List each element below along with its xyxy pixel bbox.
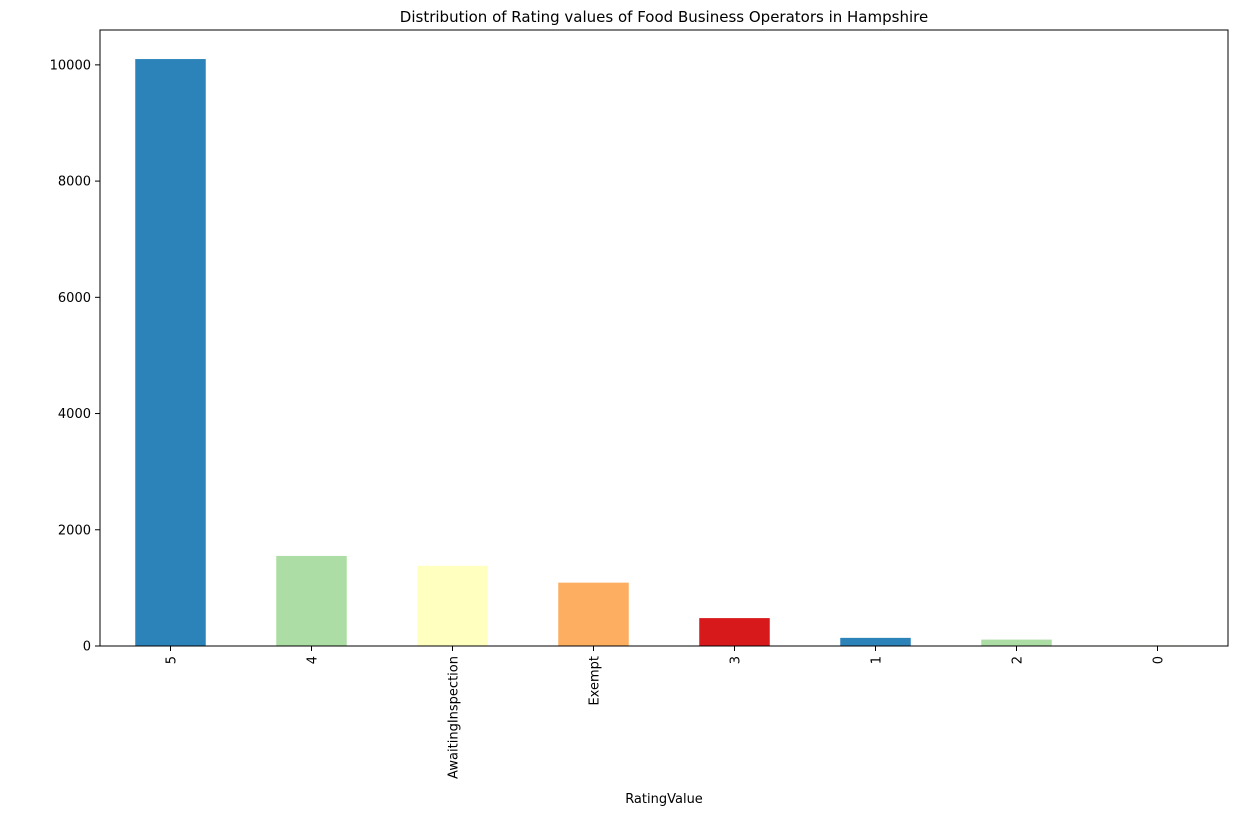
x-tick-label: 4 — [306, 656, 321, 664]
x-tick-label: 0 — [1152, 656, 1167, 664]
bar-5 — [135, 59, 206, 647]
y-tick-label: 0 — [83, 640, 91, 655]
x-tick-label: AwaitingInspection — [447, 656, 462, 779]
x-tick-label: 3 — [729, 656, 744, 664]
bar-4 — [276, 555, 347, 646]
y-tick-label: 2000 — [58, 523, 91, 538]
y-tick-label: 8000 — [58, 175, 91, 190]
x-tick-label: 2 — [1011, 656, 1026, 664]
y-tick-label: 6000 — [58, 291, 91, 306]
x-axis-label: RatingValue — [625, 792, 703, 807]
x-tick-label: 1 — [870, 656, 885, 664]
bar-2 — [981, 639, 1052, 646]
bar-awaitinginspection — [417, 565, 488, 646]
y-tick-label: 4000 — [58, 407, 91, 422]
x-tick-label: 5 — [165, 656, 180, 664]
x-tick-label: Exempt — [588, 656, 603, 706]
bar-1 — [840, 637, 911, 646]
x-axis: 5 4 AwaitingInspection Exempt 3 1 2 0 — [165, 646, 1167, 779]
y-axis: 0 2000 4000 6000 8000 10000 — [50, 58, 100, 655]
bars-layer — [135, 59, 1193, 647]
chart-title: Distribution of Rating values of Food Bu… — [400, 8, 928, 26]
y-tick-label: 10000 — [50, 58, 91, 73]
bar-3 — [699, 618, 770, 646]
plot-frame — [99, 29, 1229, 647]
bar-exempt — [558, 582, 629, 646]
